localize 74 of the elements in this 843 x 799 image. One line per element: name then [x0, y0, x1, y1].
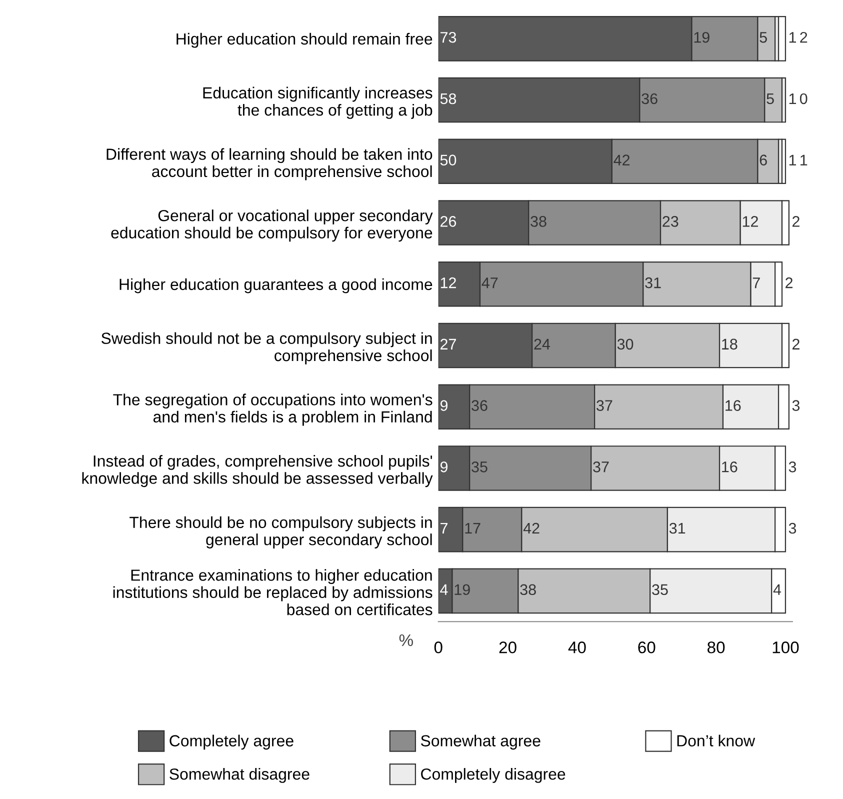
data-label: 36 [642, 93, 658, 104]
x-tick-label: 80 [708, 642, 725, 654]
data-label: 18 [722, 338, 738, 350]
data-label: 35 [652, 584, 668, 596]
data-label: 23 [662, 216, 678, 227]
data-label: 7 [752, 278, 760, 288]
data-label: 2 [792, 216, 800, 227]
data-label: 3 [788, 461, 796, 472]
data-label: 42 [614, 154, 630, 166]
y-tick-label: General or vocational upper secondary education should be compulsory for everyone [111, 210, 433, 242]
bar [778, 16, 786, 62]
data-label: 38 [530, 216, 546, 227]
legend-label: Somewhat agree [420, 734, 540, 750]
data-label: 2 [786, 277, 793, 288]
data-label: 31 [669, 522, 686, 534]
data-label: 2 [800, 32, 808, 43]
y-tick-label: Entrance examinations to higher education institutions should be replaced by admissions based on certificates [113, 569, 432, 616]
data-label: 27 [440, 338, 456, 350]
data-label: 42 [523, 522, 540, 534]
y-tick-label: Instead of grades, comprehensive school pupils' knowledge and skills should be assessed verbally [82, 454, 433, 488]
data-label: 58 [440, 93, 456, 104]
data-label: 30 [617, 338, 634, 350]
data-label: 3 [788, 522, 796, 534]
y-tick-label: Higher education guarantees a good income [120, 278, 432, 294]
y-tick-label: Swedish should not be a compulsory subject in comprehensive school [101, 332, 432, 364]
data-label: 5 [766, 93, 774, 104]
data-label: 2 [792, 338, 800, 350]
x-tick-label: 0 [434, 642, 442, 654]
data-label: 4 [773, 584, 782, 595]
x-tick-label: 60 [638, 642, 656, 654]
data-label: 73 [440, 32, 456, 43]
legend-label: Somewhat disagree [170, 768, 310, 783]
data-label: 4 [440, 584, 448, 595]
data-label: 50 [440, 154, 456, 166]
x-tick-label: 40 [568, 642, 586, 654]
y-tick-label: There should be no compulsory subjects in general upper secondary school [130, 516, 432, 548]
y-tick-label: Higher education should remain free [176, 32, 432, 48]
x-axis-title: % [399, 634, 413, 646]
data-label: 38 [520, 584, 536, 596]
legend-label: Don’t know [677, 734, 756, 746]
bar [781, 138, 786, 184]
data-label: 1 [789, 32, 796, 43]
data-label: 3 [792, 400, 800, 411]
x-tick-label: 100 [772, 642, 799, 654]
data-label: 0 [800, 93, 808, 104]
data-label: 7 [440, 523, 448, 534]
data-label: 1 [800, 154, 808, 166]
data-label: 19 [694, 32, 710, 43]
data-label: 6 [760, 154, 767, 166]
x-tick-label: 20 [499, 642, 516, 654]
data-label: 12 [440, 277, 456, 288]
legend-label: Completely disagree [421, 768, 566, 783]
y-tick-label: Different ways of learning should be taken into account better in comprehensive school [106, 148, 432, 180]
data-label: 37 [596, 400, 612, 411]
data-label: 31 [645, 277, 661, 288]
data-label: 16 [726, 400, 741, 411]
y-tick-label: The segregation of occupations into women's and men's fields is a problem in Finland [113, 394, 432, 426]
data-label: 26 [440, 216, 456, 227]
y-tick-label: Education significantly increases the chances of getting a job [203, 86, 432, 119]
data-label: 16 [722, 461, 738, 472]
data-label: 1 [789, 93, 796, 104]
data-label: 9 [440, 400, 448, 411]
data-label: 47 [482, 278, 498, 288]
data-label: 24 [534, 338, 550, 350]
data-label: 19 [454, 584, 470, 596]
data-label: 37 [593, 461, 609, 472]
data-label: 1 [789, 154, 796, 166]
data-label: 9 [440, 461, 448, 472]
data-label: 17 [465, 523, 480, 534]
data-label: 35 [472, 461, 488, 472]
legend-label: Completely agree [170, 734, 294, 750]
data-label: 5 [760, 32, 767, 43]
data-label: 12 [742, 216, 758, 227]
data-label: 36 [472, 400, 488, 411]
